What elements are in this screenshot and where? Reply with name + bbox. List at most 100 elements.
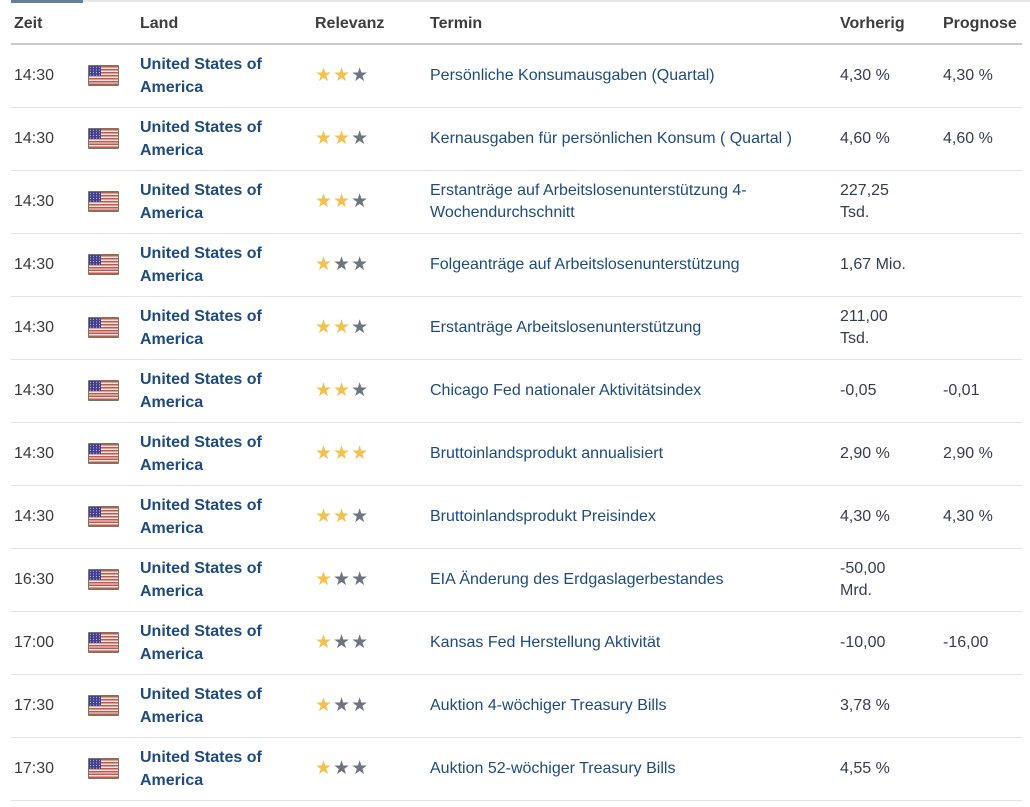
- event-link[interactable]: Kernausgaben für persönlichen Konsum ( Q…: [430, 130, 792, 147]
- country-link[interactable]: United States of America: [140, 686, 262, 726]
- country-link[interactable]: United States of America: [140, 623, 262, 663]
- flag-cell: [88, 758, 140, 780]
- country-cell: United States of America: [140, 53, 308, 99]
- previous-value: 1,67 Mio.: [840, 256, 906, 273]
- event-time: 17:00: [14, 634, 55, 651]
- table-row: 14:30 United States of America ★★★ Persö…: [11, 45, 1022, 108]
- previous-value: -0,05: [840, 382, 877, 399]
- flag-canton: [89, 381, 101, 392]
- country-link[interactable]: United States of America: [140, 749, 262, 789]
- country-cell: United States of America: [140, 746, 308, 792]
- relevance-stars: ★★★: [308, 632, 430, 655]
- relevance-stars: ★★★: [308, 254, 430, 277]
- event-link[interactable]: Bruttoinlandsprodukt Preisindex: [430, 508, 656, 525]
- event-link[interactable]: Auktion 52-wöchiger Treasury Bills: [430, 760, 676, 777]
- table-body: 14:30 United States of America ★★★ Persö…: [11, 45, 1022, 801]
- forecast-value: [943, 191, 1022, 213]
- table-row: 17:30 United States of America ★★★ Aukti…: [11, 675, 1022, 738]
- event-link[interactable]: Folgeanträge auf Arbeitslosenunterstützu…: [430, 256, 740, 273]
- forecast-value: [943, 569, 1022, 591]
- country-cell: United States of America: [140, 557, 308, 603]
- event-link[interactable]: Bruttoinlandsprodukt annualisiert: [430, 445, 664, 462]
- country-link[interactable]: United States of America: [140, 182, 262, 222]
- table-row: 14:30 United States of America ★★★ Brutt…: [11, 423, 1022, 486]
- relevance-stars: ★★★: [308, 65, 430, 88]
- star-empty-icon: ★: [351, 568, 370, 590]
- table-row: 14:30 United States of America ★★★ Chica…: [11, 360, 1022, 423]
- flag-canton: [89, 129, 101, 140]
- event-link[interactable]: Kansas Fed Herstellung Aktivität: [430, 634, 661, 651]
- event-link[interactable]: Auktion 4-wöchiger Treasury Bills: [430, 697, 667, 714]
- event-cell: Chicago Fed nationaler Aktivitätsindex: [430, 380, 840, 402]
- previous-value: 4,30 %: [840, 67, 890, 84]
- relevance-stars: ★★★: [308, 506, 430, 529]
- star-filled-icon: ★: [315, 127, 334, 149]
- relevance-stars: ★★★: [308, 758, 430, 781]
- us-flag-icon: [88, 317, 119, 339]
- us-flag-icon: [88, 443, 119, 465]
- relevance-stars: ★★★: [308, 191, 430, 214]
- country-link[interactable]: United States of America: [140, 434, 262, 474]
- event-link[interactable]: Erstanträge Arbeitslosenunterstützung: [430, 319, 702, 336]
- event-time: 14:30: [14, 319, 55, 336]
- us-flag-icon: [88, 128, 119, 150]
- star-empty-icon: ★: [351, 631, 370, 653]
- event-time: 17:30: [14, 760, 55, 777]
- star-filled-icon: ★: [315, 757, 334, 779]
- event-cell: Erstanträge auf Arbeitslosenunterstützun…: [430, 180, 840, 224]
- col-header-vorherig: Vorherig: [840, 15, 905, 32]
- event-link[interactable]: Erstanträge auf Arbeitslosenunterstützun…: [430, 182, 747, 221]
- us-flag-icon: [88, 758, 119, 780]
- event-link[interactable]: EIA Änderung des Erdgaslagerbestandes: [430, 571, 724, 588]
- previous-value: 4,60 %: [840, 130, 890, 147]
- country-cell: United States of America: [140, 431, 308, 477]
- star-filled-icon: ★: [315, 694, 334, 716]
- country-cell: United States of America: [140, 242, 308, 288]
- event-link[interactable]: Chicago Fed nationaler Aktivitätsindex: [430, 382, 702, 399]
- flag-cell: [88, 443, 140, 465]
- country-cell: United States of America: [140, 494, 308, 540]
- event-time: 14:30: [14, 382, 55, 399]
- event-time: 14:30: [14, 67, 55, 84]
- event-cell: Kansas Fed Herstellung Aktivität: [430, 632, 840, 654]
- flag-canton: [89, 759, 101, 770]
- country-link[interactable]: United States of America: [140, 119, 262, 159]
- table-row: 14:30 United States of America ★★★ Ersta…: [11, 297, 1022, 360]
- table-row: 14:30 United States of America ★★★ Ersta…: [11, 171, 1022, 234]
- flag-canton: [89, 570, 101, 581]
- country-link[interactable]: United States of America: [140, 497, 262, 537]
- forecast-value: -16,00: [943, 634, 989, 651]
- event-link[interactable]: Persönliche Konsumausgaben (Quartal): [430, 67, 715, 84]
- event-cell: Erstanträge Arbeitslosenunterstützung: [430, 317, 840, 339]
- col-header-zeit: Zeit: [14, 15, 43, 32]
- flag-canton: [89, 444, 101, 455]
- previous-value: 3,78 %: [840, 697, 890, 714]
- country-link[interactable]: United States of America: [140, 560, 262, 600]
- star-empty-icon: ★: [333, 631, 352, 653]
- flag-cell: [88, 380, 140, 402]
- col-header-prognose: Prognose: [943, 15, 1017, 32]
- country-link[interactable]: United States of America: [140, 245, 262, 285]
- star-filled-icon: ★: [315, 253, 334, 275]
- table-row: 14:30 United States of America ★★★ Folge…: [11, 234, 1022, 297]
- country-link[interactable]: United States of America: [140, 371, 262, 411]
- us-flag-icon: [88, 506, 119, 528]
- relevance-stars: ★★★: [308, 380, 430, 403]
- previous-value: 4,30 %: [840, 508, 890, 525]
- flag-cell: [88, 317, 140, 339]
- country-cell: United States of America: [140, 620, 308, 666]
- country-link[interactable]: United States of America: [140, 308, 262, 348]
- previous-value: -50,00 Mrd.: [840, 560, 886, 599]
- flag-cell: [88, 65, 140, 87]
- flag-cell: [88, 506, 140, 528]
- event-time: 14:30: [14, 445, 55, 462]
- country-link[interactable]: United States of America: [140, 56, 262, 96]
- flag-canton: [89, 255, 101, 266]
- star-filled-icon: ★: [315, 442, 334, 464]
- col-header-land: Land: [140, 15, 179, 32]
- star-filled-icon: ★: [315, 505, 334, 527]
- col-header-termin: Termin: [430, 15, 483, 32]
- us-flag-icon: [88, 191, 119, 213]
- event-cell: Persönliche Konsumausgaben (Quartal): [430, 65, 840, 87]
